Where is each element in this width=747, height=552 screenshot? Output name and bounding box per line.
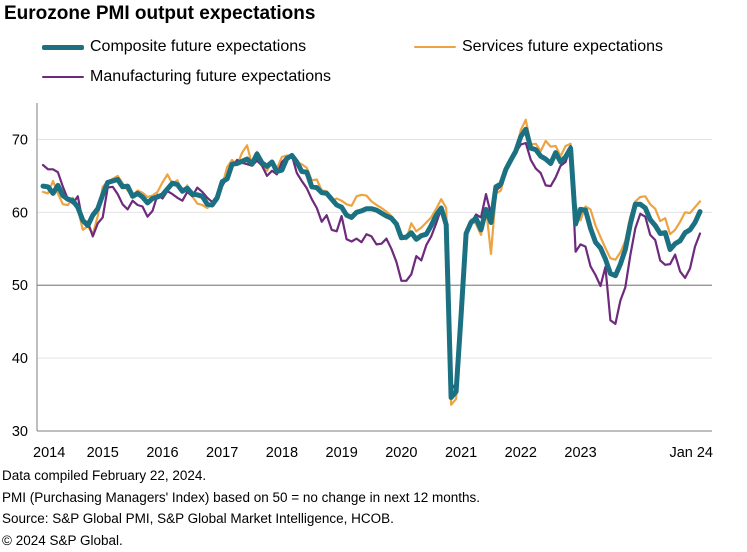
y-tick-label-30: 30 bbox=[12, 424, 28, 440]
x-tick-label-2021: 2021 bbox=[445, 445, 477, 461]
legend-swatch-composite bbox=[42, 44, 84, 50]
x-tick-label-2022: 2022 bbox=[505, 445, 537, 461]
legend-swatch-services bbox=[414, 46, 456, 48]
y-tick-label-50: 50 bbox=[12, 278, 28, 294]
note-pmi-definition: PMI (Purchasing Managers' Index) based o… bbox=[2, 489, 480, 505]
series-line-manufacturing bbox=[41, 142, 702, 391]
legend-swatch-manufacturing bbox=[42, 76, 84, 78]
legend-item-manufacturing: Manufacturing future expectations bbox=[42, 68, 331, 86]
note-data-compiled: Data compiled February 22, 2024. bbox=[2, 468, 207, 483]
x-tick-label-2020: 2020 bbox=[385, 445, 417, 461]
x-tick-label-2016: 2016 bbox=[146, 445, 178, 461]
chart-notes: Data compiled February 22, 2024. PMI (Pu… bbox=[2, 465, 480, 551]
chart-title: Eurozone PMI output expectations bbox=[4, 3, 316, 24]
legend-label-composite: Composite future expectations bbox=[90, 38, 307, 55]
x-tick-label-2018: 2018 bbox=[266, 445, 298, 461]
y-tick-label-70: 70 bbox=[12, 132, 28, 148]
x-tick-label-2014: 2014 bbox=[33, 445, 65, 461]
legend-label-manufacturing: Manufacturing future expectations bbox=[90, 68, 332, 85]
note-copyright: © 2024 S&P Global. bbox=[2, 532, 123, 548]
x-tick-label-2019: 2019 bbox=[326, 445, 358, 461]
series-line-composite bbox=[40, 126, 703, 400]
x-tick-label-2015: 2015 bbox=[87, 445, 119, 461]
y-tick-label-40: 40 bbox=[12, 351, 28, 367]
legend-label-services: Services future expectations bbox=[462, 38, 663, 55]
note-source: Source: S&P Global PMI, S&P Global Marke… bbox=[2, 511, 394, 526]
y-tick-label-60: 60 bbox=[12, 205, 28, 221]
legend-item-composite: Composite future expectations bbox=[42, 38, 306, 56]
x-tick-label-2017: 2017 bbox=[206, 445, 238, 461]
x-tick-label-jan-24: Jan 24 bbox=[669, 445, 713, 461]
legend-item-services: Services future expectations bbox=[414, 38, 663, 56]
x-tick-label-2023: 2023 bbox=[564, 445, 596, 461]
series-line-services bbox=[41, 118, 702, 406]
